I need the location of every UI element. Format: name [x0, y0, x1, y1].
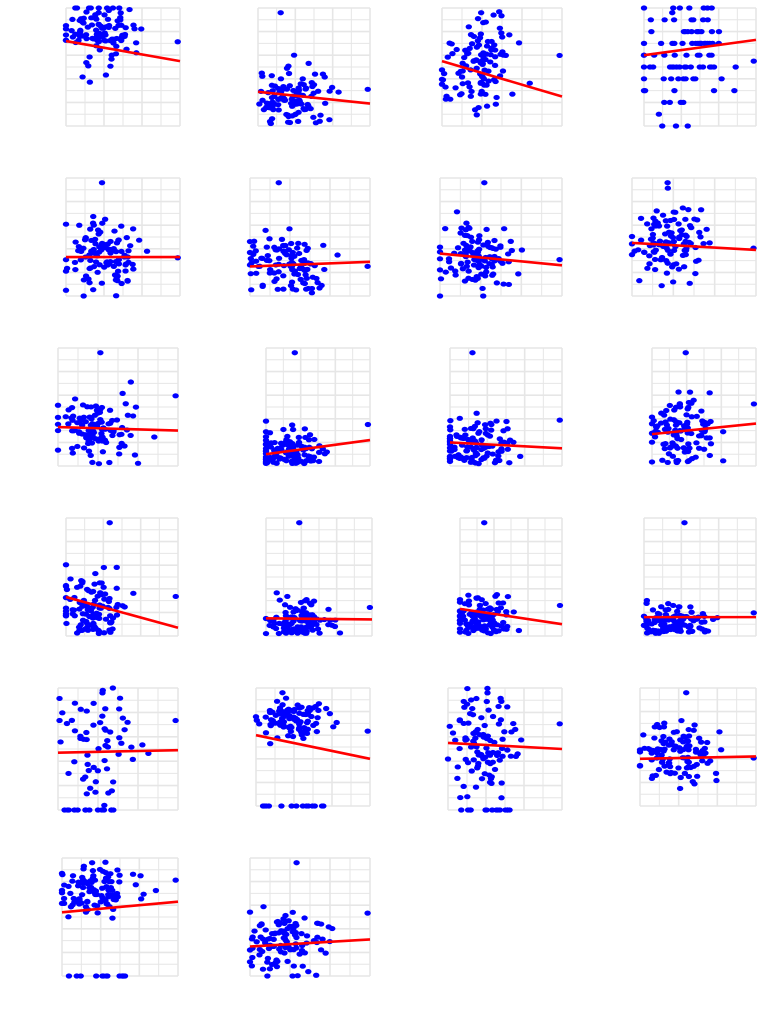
data-points — [62, 5, 181, 85]
scatter-panel-3 — [438, 7, 563, 127]
data-points — [436, 180, 563, 299]
scatter-panel-8 — [628, 177, 757, 297]
gridlines — [441, 7, 563, 127]
scatter-panel-19 — [444, 685, 563, 813]
scatter-panel-20 — [636, 687, 757, 807]
scatter-panel-6 — [246, 177, 371, 297]
gridlines — [255, 687, 371, 807]
gridlines — [257, 7, 371, 127]
scatter-panel-12 — [648, 347, 758, 467]
scatter-panel-5 — [62, 177, 181, 299]
regression-line — [459, 607, 563, 626]
data-points — [62, 180, 181, 299]
scatter-panel-17 — [56, 685, 179, 813]
data-points — [56, 685, 179, 813]
scatter-panel-22 — [246, 857, 371, 979]
scatter-panel-10 — [262, 347, 372, 467]
regression-line — [447, 741, 563, 751]
data-points — [58, 859, 179, 979]
regression-line — [265, 617, 373, 621]
regression-line — [249, 260, 371, 268]
data-points — [246, 180, 371, 296]
data-points — [262, 350, 372, 467]
data-points — [648, 350, 758, 466]
scatter-panel-18 — [252, 687, 371, 809]
regression-line — [639, 755, 757, 761]
regression-line — [65, 595, 179, 629]
regression-line — [265, 438, 371, 456]
regression-line — [631, 241, 757, 252]
scatter-panel-4 — [640, 5, 757, 129]
regression-line — [651, 422, 757, 436]
data-points — [54, 350, 179, 467]
scatter-panel-15 — [456, 517, 564, 637]
scatter-panel-9 — [54, 347, 179, 467]
scatter-panel-21 — [58, 857, 179, 979]
data-points — [62, 520, 179, 637]
scatter-panel-1 — [62, 5, 181, 127]
data-points — [640, 520, 757, 636]
scatter-panel-2 — [256, 7, 371, 127]
regression-line — [65, 39, 181, 63]
gridlines — [439, 177, 563, 297]
regression-line — [449, 441, 563, 450]
scatter-panel-16 — [640, 517, 757, 637]
regression-line — [61, 900, 179, 914]
scatter-panel-7 — [436, 177, 563, 299]
gridlines — [265, 517, 373, 637]
data-points — [444, 685, 563, 813]
regression-line — [255, 733, 371, 761]
regression-line — [249, 938, 371, 948]
data-points — [252, 690, 371, 809]
scatter-panel-13 — [62, 517, 179, 637]
data-points — [636, 690, 757, 792]
scatter-panel-14 — [262, 517, 374, 637]
data-points — [446, 350, 563, 467]
data-points — [438, 9, 563, 118]
regression-line — [57, 425, 179, 432]
regression-line — [257, 90, 371, 105]
data-points — [456, 520, 564, 637]
scatter-panel-11 — [446, 347, 563, 467]
data-points — [246, 860, 371, 979]
data-points — [628, 180, 757, 289]
regression-line — [643, 38, 757, 57]
regression-line — [441, 59, 563, 98]
gridlines — [249, 177, 371, 297]
regression-line — [57, 748, 179, 754]
regression-line — [439, 252, 563, 267]
gridlines — [57, 687, 179, 811]
gridlines — [449, 347, 563, 467]
